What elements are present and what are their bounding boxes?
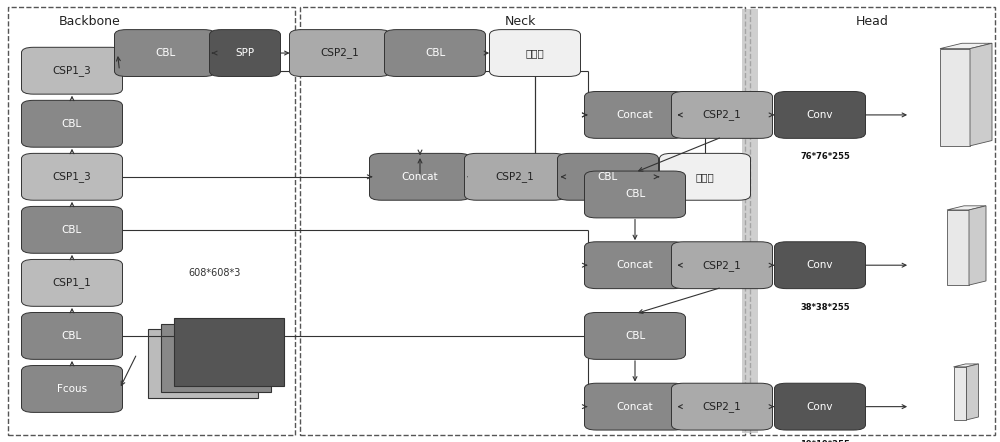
FancyBboxPatch shape — [558, 153, 658, 200]
FancyBboxPatch shape — [584, 91, 686, 138]
Text: Concat: Concat — [402, 172, 438, 182]
FancyBboxPatch shape — [384, 30, 486, 76]
Text: CSP1_1: CSP1_1 — [53, 278, 91, 288]
FancyBboxPatch shape — [148, 329, 258, 398]
FancyBboxPatch shape — [22, 100, 122, 147]
Text: CSP1_3: CSP1_3 — [53, 171, 91, 182]
Text: Concat: Concat — [617, 260, 653, 270]
FancyBboxPatch shape — [672, 242, 772, 289]
FancyBboxPatch shape — [584, 242, 686, 289]
FancyBboxPatch shape — [210, 30, 280, 76]
FancyBboxPatch shape — [672, 383, 772, 430]
FancyBboxPatch shape — [464, 153, 566, 200]
Text: CSP2_1: CSP2_1 — [703, 260, 741, 271]
Text: CBL: CBL — [625, 190, 645, 199]
Text: Conv: Conv — [807, 402, 833, 412]
Text: 608*608*3: 608*608*3 — [189, 268, 241, 278]
FancyBboxPatch shape — [490, 30, 580, 76]
Text: Backbone: Backbone — [59, 15, 121, 28]
FancyBboxPatch shape — [672, 91, 772, 138]
FancyBboxPatch shape — [660, 153, 750, 200]
FancyBboxPatch shape — [774, 383, 865, 430]
Text: Head: Head — [856, 15, 888, 28]
Polygon shape — [954, 364, 978, 367]
Text: Conv: Conv — [807, 260, 833, 270]
Text: CBL: CBL — [62, 225, 82, 235]
Polygon shape — [940, 49, 970, 146]
Text: CSP2_1: CSP2_1 — [496, 171, 534, 182]
Polygon shape — [969, 206, 986, 285]
Text: CSP2_1: CSP2_1 — [703, 401, 741, 412]
Text: Neck: Neck — [504, 15, 536, 28]
Polygon shape — [947, 210, 969, 285]
FancyBboxPatch shape — [22, 47, 122, 94]
FancyBboxPatch shape — [370, 153, 471, 200]
Text: CBL: CBL — [62, 119, 82, 129]
Text: CBL: CBL — [598, 172, 618, 182]
Polygon shape — [970, 43, 992, 146]
Text: 上采样: 上采样 — [526, 48, 544, 58]
Text: CSP2_1: CSP2_1 — [703, 110, 741, 120]
FancyBboxPatch shape — [742, 9, 758, 433]
FancyBboxPatch shape — [584, 171, 686, 218]
Text: 上采样: 上采样 — [696, 172, 714, 182]
FancyBboxPatch shape — [584, 312, 686, 359]
Text: 19*19*255: 19*19*255 — [800, 440, 850, 442]
Polygon shape — [954, 367, 966, 420]
Text: Fcous: Fcous — [57, 384, 87, 394]
Polygon shape — [940, 43, 992, 49]
Text: CBL: CBL — [62, 331, 82, 341]
Text: CSP2_1: CSP2_1 — [321, 48, 359, 58]
FancyBboxPatch shape — [161, 324, 271, 392]
FancyBboxPatch shape — [22, 366, 122, 412]
Text: SPP: SPP — [235, 48, 255, 58]
FancyBboxPatch shape — [22, 206, 122, 253]
Bar — [300, 7, 745, 435]
Text: CBL: CBL — [155, 48, 175, 58]
Text: Conv: Conv — [807, 110, 833, 120]
Bar — [8, 7, 295, 435]
FancyBboxPatch shape — [584, 383, 686, 430]
FancyBboxPatch shape — [22, 259, 122, 306]
Text: Concat: Concat — [617, 402, 653, 412]
Polygon shape — [947, 206, 986, 210]
FancyBboxPatch shape — [114, 30, 216, 76]
Polygon shape — [966, 364, 978, 420]
Text: CBL: CBL — [425, 48, 445, 58]
Text: Concat: Concat — [617, 110, 653, 120]
FancyBboxPatch shape — [174, 318, 284, 386]
Text: 38*38*255: 38*38*255 — [800, 303, 850, 312]
FancyBboxPatch shape — [290, 30, 391, 76]
Text: CSP1_3: CSP1_3 — [53, 65, 91, 76]
FancyBboxPatch shape — [774, 91, 865, 138]
Text: 76*76*255: 76*76*255 — [800, 152, 850, 161]
FancyBboxPatch shape — [22, 312, 122, 359]
FancyBboxPatch shape — [22, 153, 122, 200]
Text: CBL: CBL — [625, 331, 645, 341]
FancyBboxPatch shape — [774, 242, 865, 289]
Bar — [750, 7, 995, 435]
